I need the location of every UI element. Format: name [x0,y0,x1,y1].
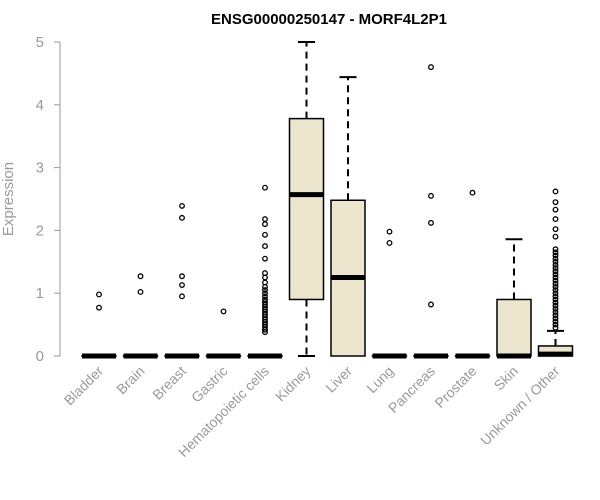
outlier-point [552,309,559,315]
x-tick-label: Unknown / Other [477,363,563,449]
outlier-point [552,226,559,233]
x-tick-label: Breast [149,363,189,403]
box-series [81,41,574,359]
box-group [247,184,283,359]
outlier-point [428,219,434,226]
outlier-point [428,64,434,71]
y-tick-label: 3 [36,160,44,177]
y-tick-label: 0 [36,348,44,365]
outlier-point [220,308,227,315]
outlier-point [96,291,102,298]
outlier-point [552,199,559,206]
outlier-point [428,192,434,199]
outlier-point [552,296,559,303]
outlier-point [552,255,559,262]
outlier-point [386,240,393,246]
outlier-point [179,293,185,300]
outlier-point [552,280,559,287]
outlier-point [179,273,185,280]
box-group [288,41,325,357]
outlier-point [262,270,268,277]
y-axis-label: Expression [0,162,17,236]
box-group [122,273,159,359]
x-tick-label: Prostate [431,363,479,411]
x-tick-label: Skin [491,363,522,394]
outlier-point [552,271,559,278]
box-group [413,64,449,359]
x-tick-label: Brain [113,363,147,397]
outlier-point [469,189,476,196]
outlier-point [137,288,144,295]
outlier-point [552,318,559,325]
outlier-point [552,293,559,300]
box-group [454,189,491,359]
outlier-point [552,249,559,256]
outlier-point [552,321,559,328]
outlier-point [179,282,185,288]
outlier-point [552,233,559,240]
x-tick-label: Lung [363,363,396,396]
y-axis: 0 1 2 3 4 5 [36,34,61,365]
chart-title: ENSG00000250147 - MORF4L2P1 [211,11,447,28]
outlier-point [552,274,559,281]
outlier-point [552,290,559,297]
box [496,298,532,357]
outlier-point [386,228,393,235]
box-group [164,202,200,359]
outlier-point [262,184,268,191]
y-tick-label: 1 [36,285,44,302]
y-tick-label: 2 [36,222,44,239]
outlier-point [428,301,434,308]
box-group [371,228,408,359]
x-tick-label: Liver [322,363,355,396]
outlier-point [179,214,185,221]
outlier-point [552,265,559,272]
outlier-point [262,299,268,305]
box-group [81,291,117,359]
outlier-point [262,243,268,250]
outlier-point [262,216,268,223]
outlier-point [552,216,559,223]
box-group [205,308,242,359]
outlier-point [137,273,144,280]
outlier-point [179,202,185,209]
outlier-point [552,299,559,306]
x-tick-label: Bladder [61,363,107,409]
y-tick-label: 4 [36,97,44,114]
y-tick-label: 5 [36,34,44,51]
outlier-point [96,304,102,311]
outlier-point [552,246,559,253]
outlier-point [552,287,559,294]
outlier-point [552,315,559,322]
outlier-point [552,188,559,195]
outlier-point [552,277,559,284]
outlier-point [552,302,559,309]
outlier-point [262,255,268,262]
outlier-point [262,293,268,300]
outlier-point [552,258,559,265]
outlier-point [552,305,559,312]
outlier-point [552,324,559,331]
outlier-point [552,268,559,275]
box-group [330,76,366,357]
outlier-point [262,287,268,294]
outlier-point [552,261,559,268]
box-group [537,188,574,357]
outlier-point [262,231,268,238]
outlier-point [552,252,559,259]
outlier-point [552,206,559,213]
outlier-point [552,283,559,290]
outlier-point [262,221,268,228]
box-group [496,238,532,359]
outlier-point [262,290,268,297]
outlier-point [552,312,559,319]
box [288,117,325,301]
x-tick-label: Kidney [272,363,314,405]
outlier-point [262,296,268,303]
